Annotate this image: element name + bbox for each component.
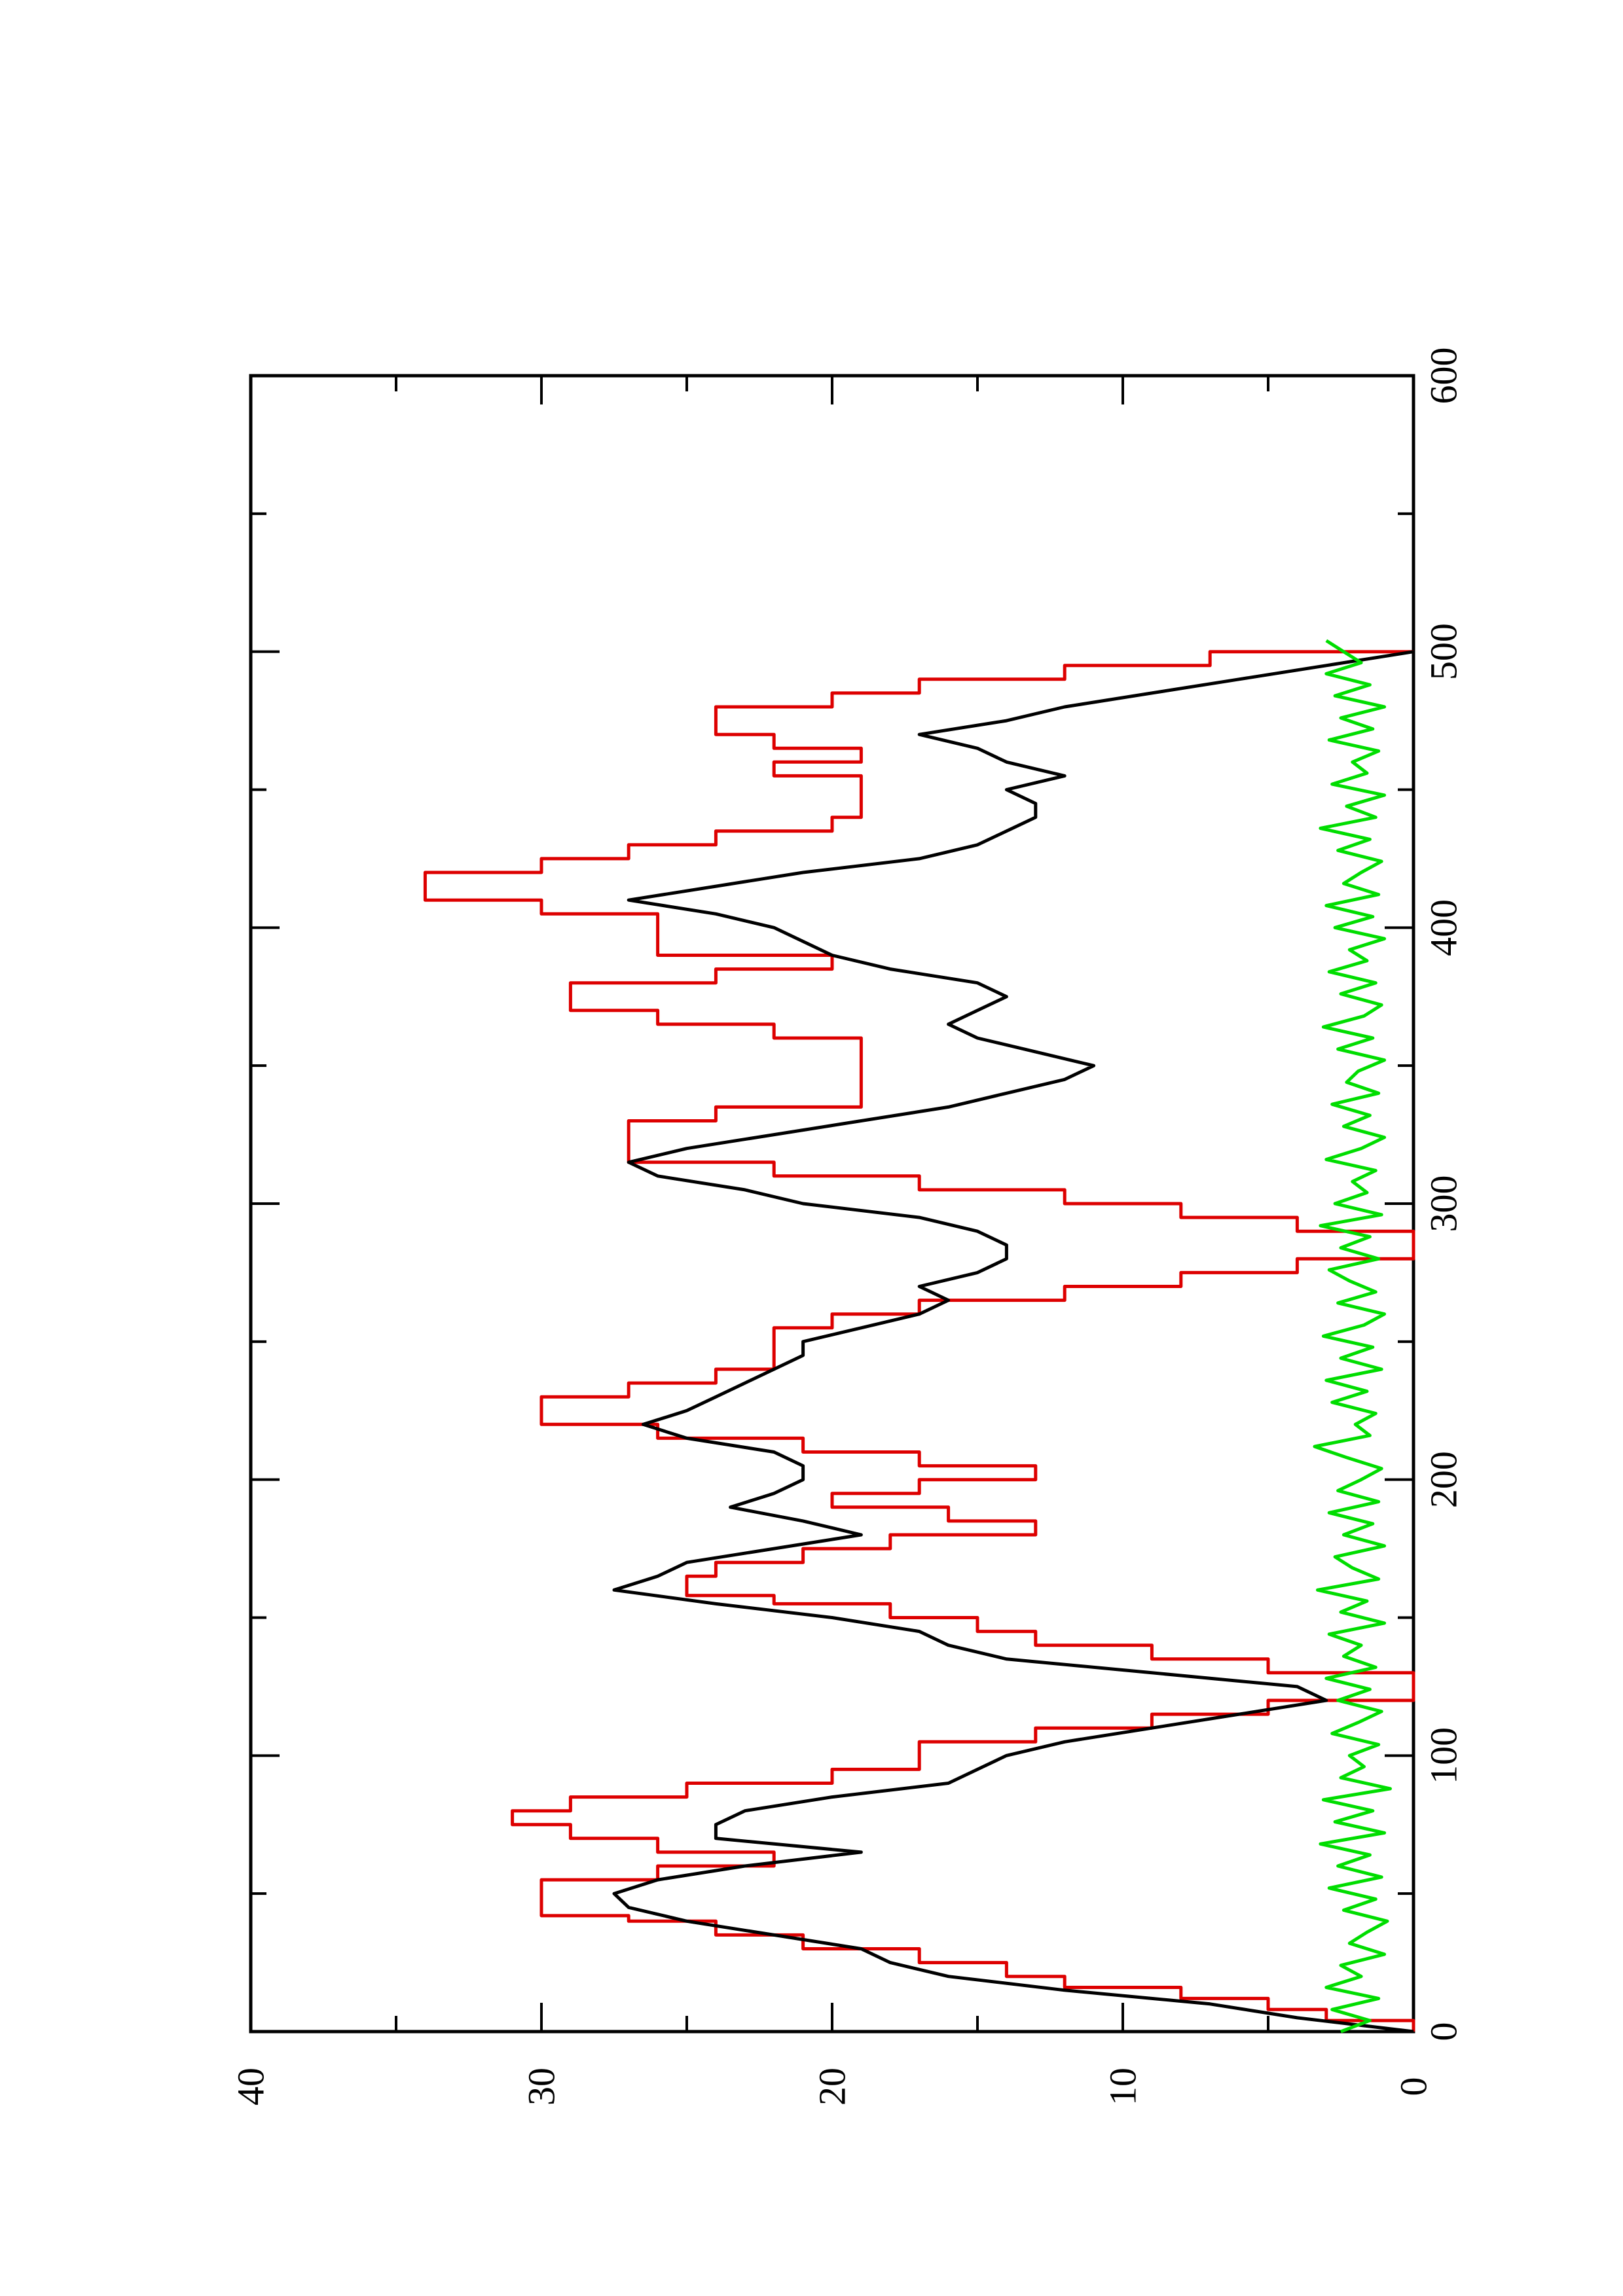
x-tick-label: 600	[1423, 348, 1465, 404]
series-line-3	[1313, 639, 1392, 2034]
y-tick-label: 30	[520, 2068, 563, 2106]
axis-ticks	[249, 374, 1415, 2033]
series-line-1	[423, 650, 1415, 2032]
y-tick-label: 10	[1102, 2068, 1144, 2106]
x-tick-label: 0	[1423, 2022, 1465, 2041]
x-tick-label: 300	[1423, 1175, 1465, 1232]
y-tick-label: 0	[1393, 2077, 1435, 2096]
x-tick-label: 200	[1423, 1451, 1465, 1508]
x-tick-label: 100	[1423, 1727, 1465, 1784]
y-tick-label: 40	[230, 2068, 272, 2106]
x-tick-label: 500	[1423, 623, 1465, 680]
y-tick-label: 20	[811, 2068, 854, 2106]
x-tick-label: 400	[1423, 899, 1465, 956]
data-series	[423, 639, 1415, 2034]
tick-labels: 0 100 200 300 400 500 600 0 10 20 30 40	[230, 348, 1465, 2106]
series-line-2	[612, 650, 1414, 2034]
